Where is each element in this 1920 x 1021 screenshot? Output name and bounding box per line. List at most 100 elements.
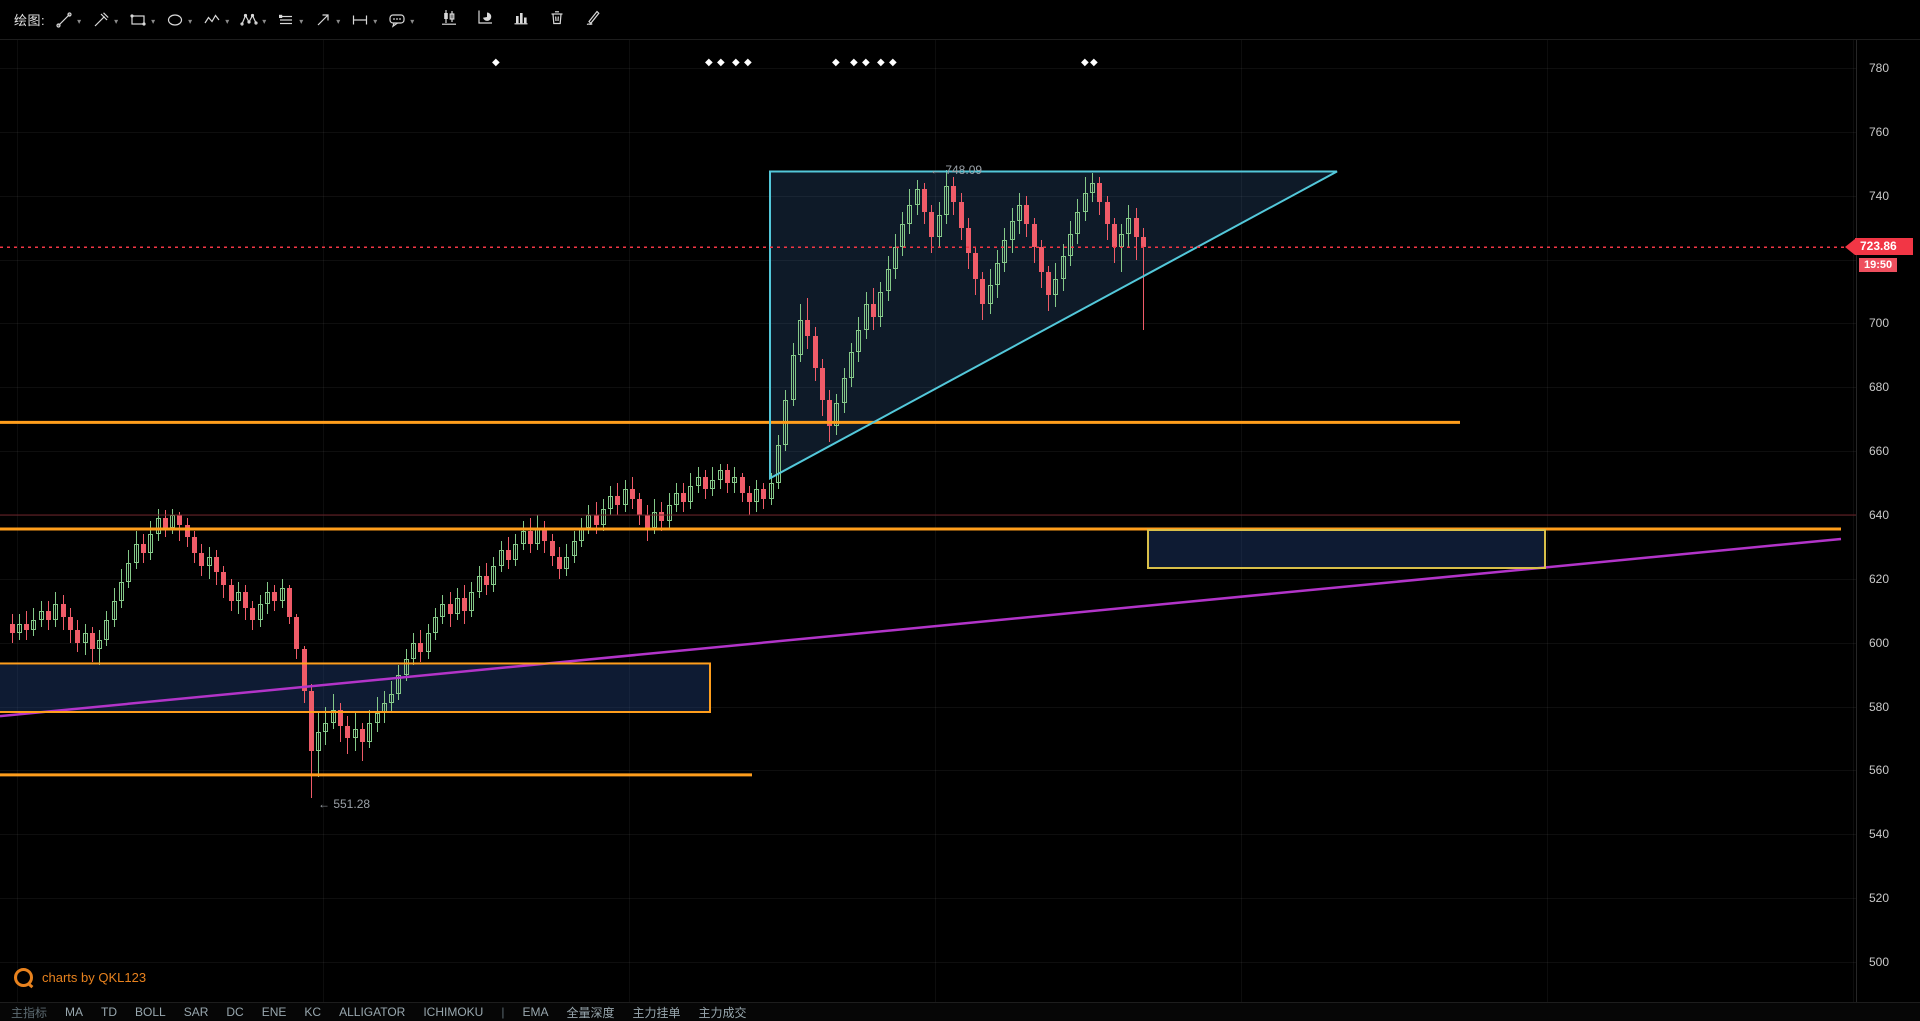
measure-icon (351, 11, 369, 29)
candlestick-chart-icon (440, 8, 458, 26)
axis-tick-label: 760 (1869, 125, 1889, 139)
low-price-annotation-label: ← 551.28 (318, 797, 370, 811)
delete-icon (548, 8, 566, 26)
indicator-sar-button[interactable]: SAR (175, 1005, 218, 1019)
signal-diamond-marker: ◆ (850, 58, 858, 68)
signal-diamond-marker: ◆ (732, 58, 740, 68)
axis-tick-label: 500 (1869, 955, 1889, 969)
current-price-value: 723.86 (1855, 238, 1913, 255)
signal-diamond-marker: ◆ (705, 58, 713, 68)
axis-tick-label: 560 (1869, 763, 1889, 777)
axis-tick-label: 520 (1869, 891, 1889, 905)
histogram-chart-icon (512, 8, 530, 26)
indicator-main-orders-button[interactable]: 主力挂单 (624, 1004, 690, 1021)
indicator-td-button[interactable]: TD (92, 1005, 126, 1019)
toolbar-actions-group (431, 8, 611, 31)
current-price-tag: 723.86 (1845, 238, 1913, 255)
tool-wave-button[interactable]: ▾ (203, 11, 238, 29)
drawing-toolbar-label: 绘图: (14, 10, 45, 29)
tool-rectangle-button[interactable]: ▾ (129, 11, 164, 29)
axis-tick-label: 660 (1869, 444, 1889, 458)
indicator-ichimoku-button[interactable]: ICHIMOKU (414, 1005, 492, 1019)
axis-tick-label: 780 (1869, 61, 1889, 75)
signal-diamond-marker: ◆ (832, 58, 840, 68)
chevron-down-icon[interactable]: ▾ (77, 17, 81, 26)
indicator-full-depth-button[interactable]: 全量深度 (557, 1004, 623, 1021)
depth-chart-icon (476, 8, 494, 26)
ellipse-icon (166, 11, 184, 29)
indicator-main-indicator-button: 主指标 (2, 1004, 56, 1021)
delete-button[interactable] (548, 8, 566, 31)
ascending-triangle-annotation[interactable] (770, 171, 1337, 478)
high-price-annotation-label: ← 748.09 (930, 163, 982, 177)
supply-zone-right-border[interactable] (1148, 530, 1545, 568)
axis-tick-label: 580 (1869, 700, 1889, 714)
drawing-tools-group: ▾ ▾ ▾ ▾ ▾ ▾ ▾ ▾ ▾ ▾ (55, 11, 425, 29)
chevron-down-icon[interactable]: ▾ (151, 17, 155, 26)
chart-area[interactable]: ◆◆◆◆◆◆◆◆◆◆◆◆ ← 748.09 ← 551.28 charts by… (0, 40, 1856, 1002)
axis-tick-label: 700 (1869, 316, 1889, 330)
chevron-down-icon[interactable]: ▾ (410, 17, 414, 26)
signal-diamond-marker: ◆ (1090, 58, 1098, 68)
annotation-stroke-layer (0, 40, 1856, 1002)
tool-trend-line-button[interactable]: ▾ (55, 11, 90, 29)
indicator-ema-button[interactable]: EMA (513, 1005, 557, 1019)
chevron-down-icon[interactable]: ▾ (188, 17, 192, 26)
candlestick-chart-button[interactable] (440, 8, 458, 31)
signal-diamond-marker: ◆ (889, 58, 897, 68)
candle-countdown-badge: 19:50 (1859, 258, 1897, 272)
indicator-alligator-button[interactable]: ALLIGATOR (330, 1005, 414, 1019)
wave-icon (203, 11, 221, 29)
signal-diamond-marker: ◆ (877, 58, 885, 68)
indicator-ene-button[interactable]: ENE (253, 1005, 296, 1019)
gann-lines-icon (277, 11, 295, 29)
tool-gann-lines-button[interactable]: ▾ (277, 11, 312, 29)
depth-chart-button[interactable] (476, 8, 494, 31)
tool-callout-button[interactable]: ▾ (388, 11, 423, 29)
indicator-dc-button[interactable]: DC (217, 1005, 252, 1019)
brush-icon (584, 8, 602, 26)
chevron-down-icon[interactable]: ▾ (373, 17, 377, 26)
indicator-main-trades-button[interactable]: 主力成交 (690, 1004, 756, 1021)
indicator-kc-button[interactable]: KC (295, 1005, 330, 1019)
trend-line-icon (55, 11, 73, 29)
indicator-ma-button[interactable]: MA (56, 1005, 92, 1019)
drawing-toolbar: 绘图: ▾ ▾ ▾ ▾ ▾ ▾ ▾ ▾ ▾ ▾ (0, 0, 1920, 40)
tool-measure-button[interactable]: ▾ (351, 11, 386, 29)
brush-button[interactable] (584, 8, 602, 31)
arrow-icon (314, 11, 332, 29)
indicator-separator: | (492, 1005, 513, 1019)
callout-icon (388, 11, 406, 29)
axis-tick-label: 680 (1869, 380, 1889, 394)
watermark-text: charts by QKL123 (42, 970, 146, 985)
pitchfork-icon (92, 11, 110, 29)
axis-tick-label: 620 (1869, 572, 1889, 586)
tool-pitchfork-button[interactable]: ▾ (92, 11, 127, 29)
chevron-down-icon[interactable]: ▾ (299, 17, 303, 26)
indicator-boll-button[interactable]: BOLL (126, 1005, 175, 1019)
watermark: charts by QKL123 (14, 968, 146, 987)
signal-diamond-marker: ◆ (862, 58, 870, 68)
chevron-down-icon[interactable]: ▾ (225, 17, 229, 26)
axis-tick-label: 540 (1869, 827, 1889, 841)
histogram-chart-button[interactable] (512, 8, 530, 31)
price-tag-arrow-icon (1845, 239, 1855, 255)
rectangle-icon (129, 11, 147, 29)
rising-trendline[interactable] (0, 539, 1841, 716)
chevron-down-icon[interactable]: ▾ (336, 17, 340, 26)
tool-ellipse-button[interactable]: ▾ (166, 11, 201, 29)
chevron-down-icon[interactable]: ▾ (262, 17, 266, 26)
tool-arrow-button[interactable]: ▾ (314, 11, 349, 29)
xabcd-pattern-icon (240, 11, 258, 29)
chevron-down-icon[interactable]: ▾ (114, 17, 118, 26)
signal-diamond-marker: ◆ (492, 58, 500, 68)
axis-tick-label: 740 (1869, 189, 1889, 203)
qkl123-logo-icon (14, 968, 33, 987)
signal-diamond-marker: ◆ (744, 58, 752, 68)
signal-diamond-marker: ◆ (1081, 58, 1089, 68)
axis-tick-label: 600 (1869, 636, 1889, 650)
tool-xabcd-pattern-button[interactable]: ▾ (240, 11, 275, 29)
